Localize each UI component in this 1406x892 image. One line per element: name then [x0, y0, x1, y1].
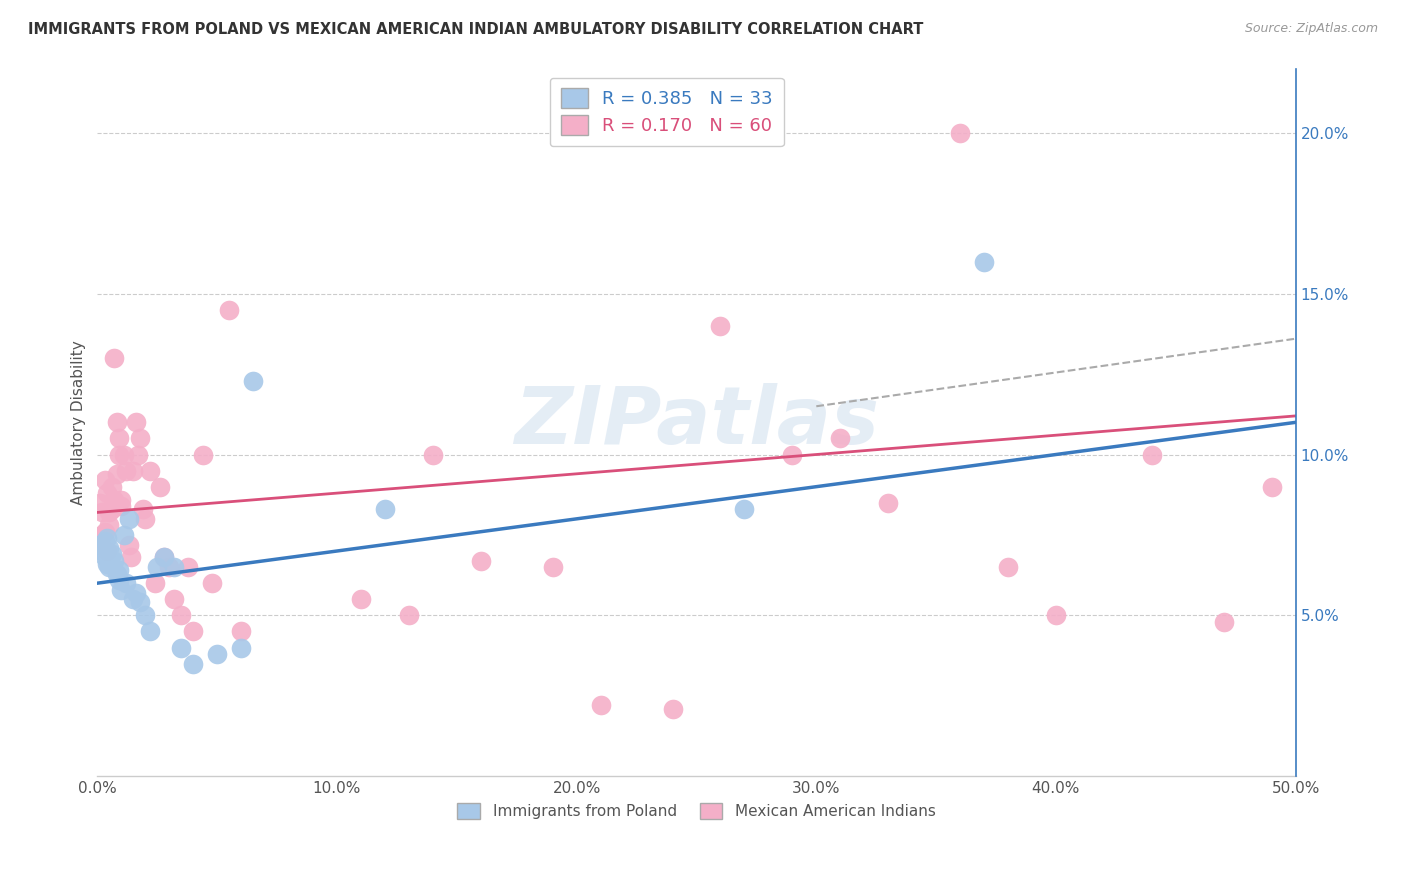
- Point: [105, 415, 128, 429]
- Point: [122, 464, 145, 478]
- Point: [98, 518, 121, 533]
- Point: [782, 448, 804, 462]
- Point: [181, 657, 204, 671]
- Point: [98, 541, 121, 555]
- Point: [134, 512, 156, 526]
- Point: [112, 448, 135, 462]
- Point: [108, 573, 131, 587]
- Point: [139, 464, 162, 478]
- Point: [163, 592, 186, 607]
- Point: [153, 550, 176, 565]
- Point: [125, 415, 148, 429]
- Point: [1140, 448, 1163, 462]
- Point: [91, 505, 114, 519]
- Point: [134, 608, 156, 623]
- Point: [146, 560, 169, 574]
- Point: [177, 560, 200, 574]
- Point: [115, 576, 138, 591]
- Point: [105, 566, 128, 581]
- Point: [103, 492, 125, 507]
- Point: [470, 554, 492, 568]
- Point: [110, 492, 132, 507]
- Point: [122, 592, 145, 607]
- Point: [91, 528, 114, 542]
- Point: [117, 538, 139, 552]
- Point: [96, 557, 118, 571]
- Point: [108, 448, 131, 462]
- Point: [139, 624, 162, 639]
- Point: [100, 502, 122, 516]
- Point: [1260, 480, 1282, 494]
- Point: [170, 640, 193, 655]
- Point: [89, 496, 111, 510]
- Point: [93, 524, 115, 539]
- Point: [125, 586, 148, 600]
- Text: ZIPatlas: ZIPatlas: [515, 384, 879, 461]
- Point: [157, 560, 180, 574]
- Y-axis label: Ambulatory Disability: Ambulatory Disability: [72, 340, 86, 505]
- Point: [973, 254, 995, 268]
- Point: [108, 563, 131, 577]
- Point: [541, 560, 564, 574]
- Point: [108, 432, 131, 446]
- Point: [115, 464, 138, 478]
- Point: [129, 432, 152, 446]
- Point: [218, 302, 240, 317]
- Text: IMMIGRANTS FROM POLAND VS MEXICAN AMERICAN INDIAN AMBULATORY DISABILITY CORRELAT: IMMIGRANTS FROM POLAND VS MEXICAN AMERIC…: [28, 22, 924, 37]
- Point: [830, 432, 852, 446]
- Point: [132, 502, 155, 516]
- Point: [91, 544, 114, 558]
- Point: [103, 351, 125, 365]
- Point: [374, 502, 396, 516]
- Point: [398, 608, 420, 623]
- Point: [163, 560, 186, 574]
- Point: [89, 538, 111, 552]
- Point: [98, 560, 121, 574]
- Point: [105, 467, 128, 481]
- Point: [231, 624, 253, 639]
- Point: [89, 531, 111, 545]
- Point: [129, 595, 152, 609]
- Point: [96, 531, 118, 545]
- Point: [181, 624, 204, 639]
- Point: [422, 448, 444, 462]
- Point: [93, 473, 115, 487]
- Point: [153, 550, 176, 565]
- Legend: Immigrants from Poland, Mexican American Indians: Immigrants from Poland, Mexican American…: [451, 797, 942, 825]
- Point: [242, 374, 264, 388]
- Point: [120, 550, 142, 565]
- Point: [661, 701, 683, 715]
- Point: [733, 502, 755, 516]
- Point: [100, 480, 122, 494]
- Point: [589, 698, 612, 713]
- Point: [191, 448, 214, 462]
- Point: [877, 496, 900, 510]
- Point: [949, 126, 972, 140]
- Point: [143, 576, 166, 591]
- Point: [103, 554, 125, 568]
- Point: [96, 544, 118, 558]
- Point: [96, 486, 118, 500]
- Point: [117, 512, 139, 526]
- Point: [98, 505, 121, 519]
- Point: [231, 640, 253, 655]
- Point: [110, 582, 132, 597]
- Point: [709, 318, 731, 333]
- Point: [110, 499, 132, 513]
- Point: [112, 528, 135, 542]
- Text: Source: ZipAtlas.com: Source: ZipAtlas.com: [1244, 22, 1378, 36]
- Point: [170, 608, 193, 623]
- Point: [93, 534, 115, 549]
- Point: [997, 560, 1019, 574]
- Point: [149, 480, 172, 494]
- Point: [350, 592, 373, 607]
- Point: [1045, 608, 1067, 623]
- Point: [93, 550, 115, 565]
- Point: [1212, 615, 1234, 629]
- Point: [100, 547, 122, 561]
- Point: [205, 647, 228, 661]
- Point: [201, 576, 224, 591]
- Point: [127, 448, 149, 462]
